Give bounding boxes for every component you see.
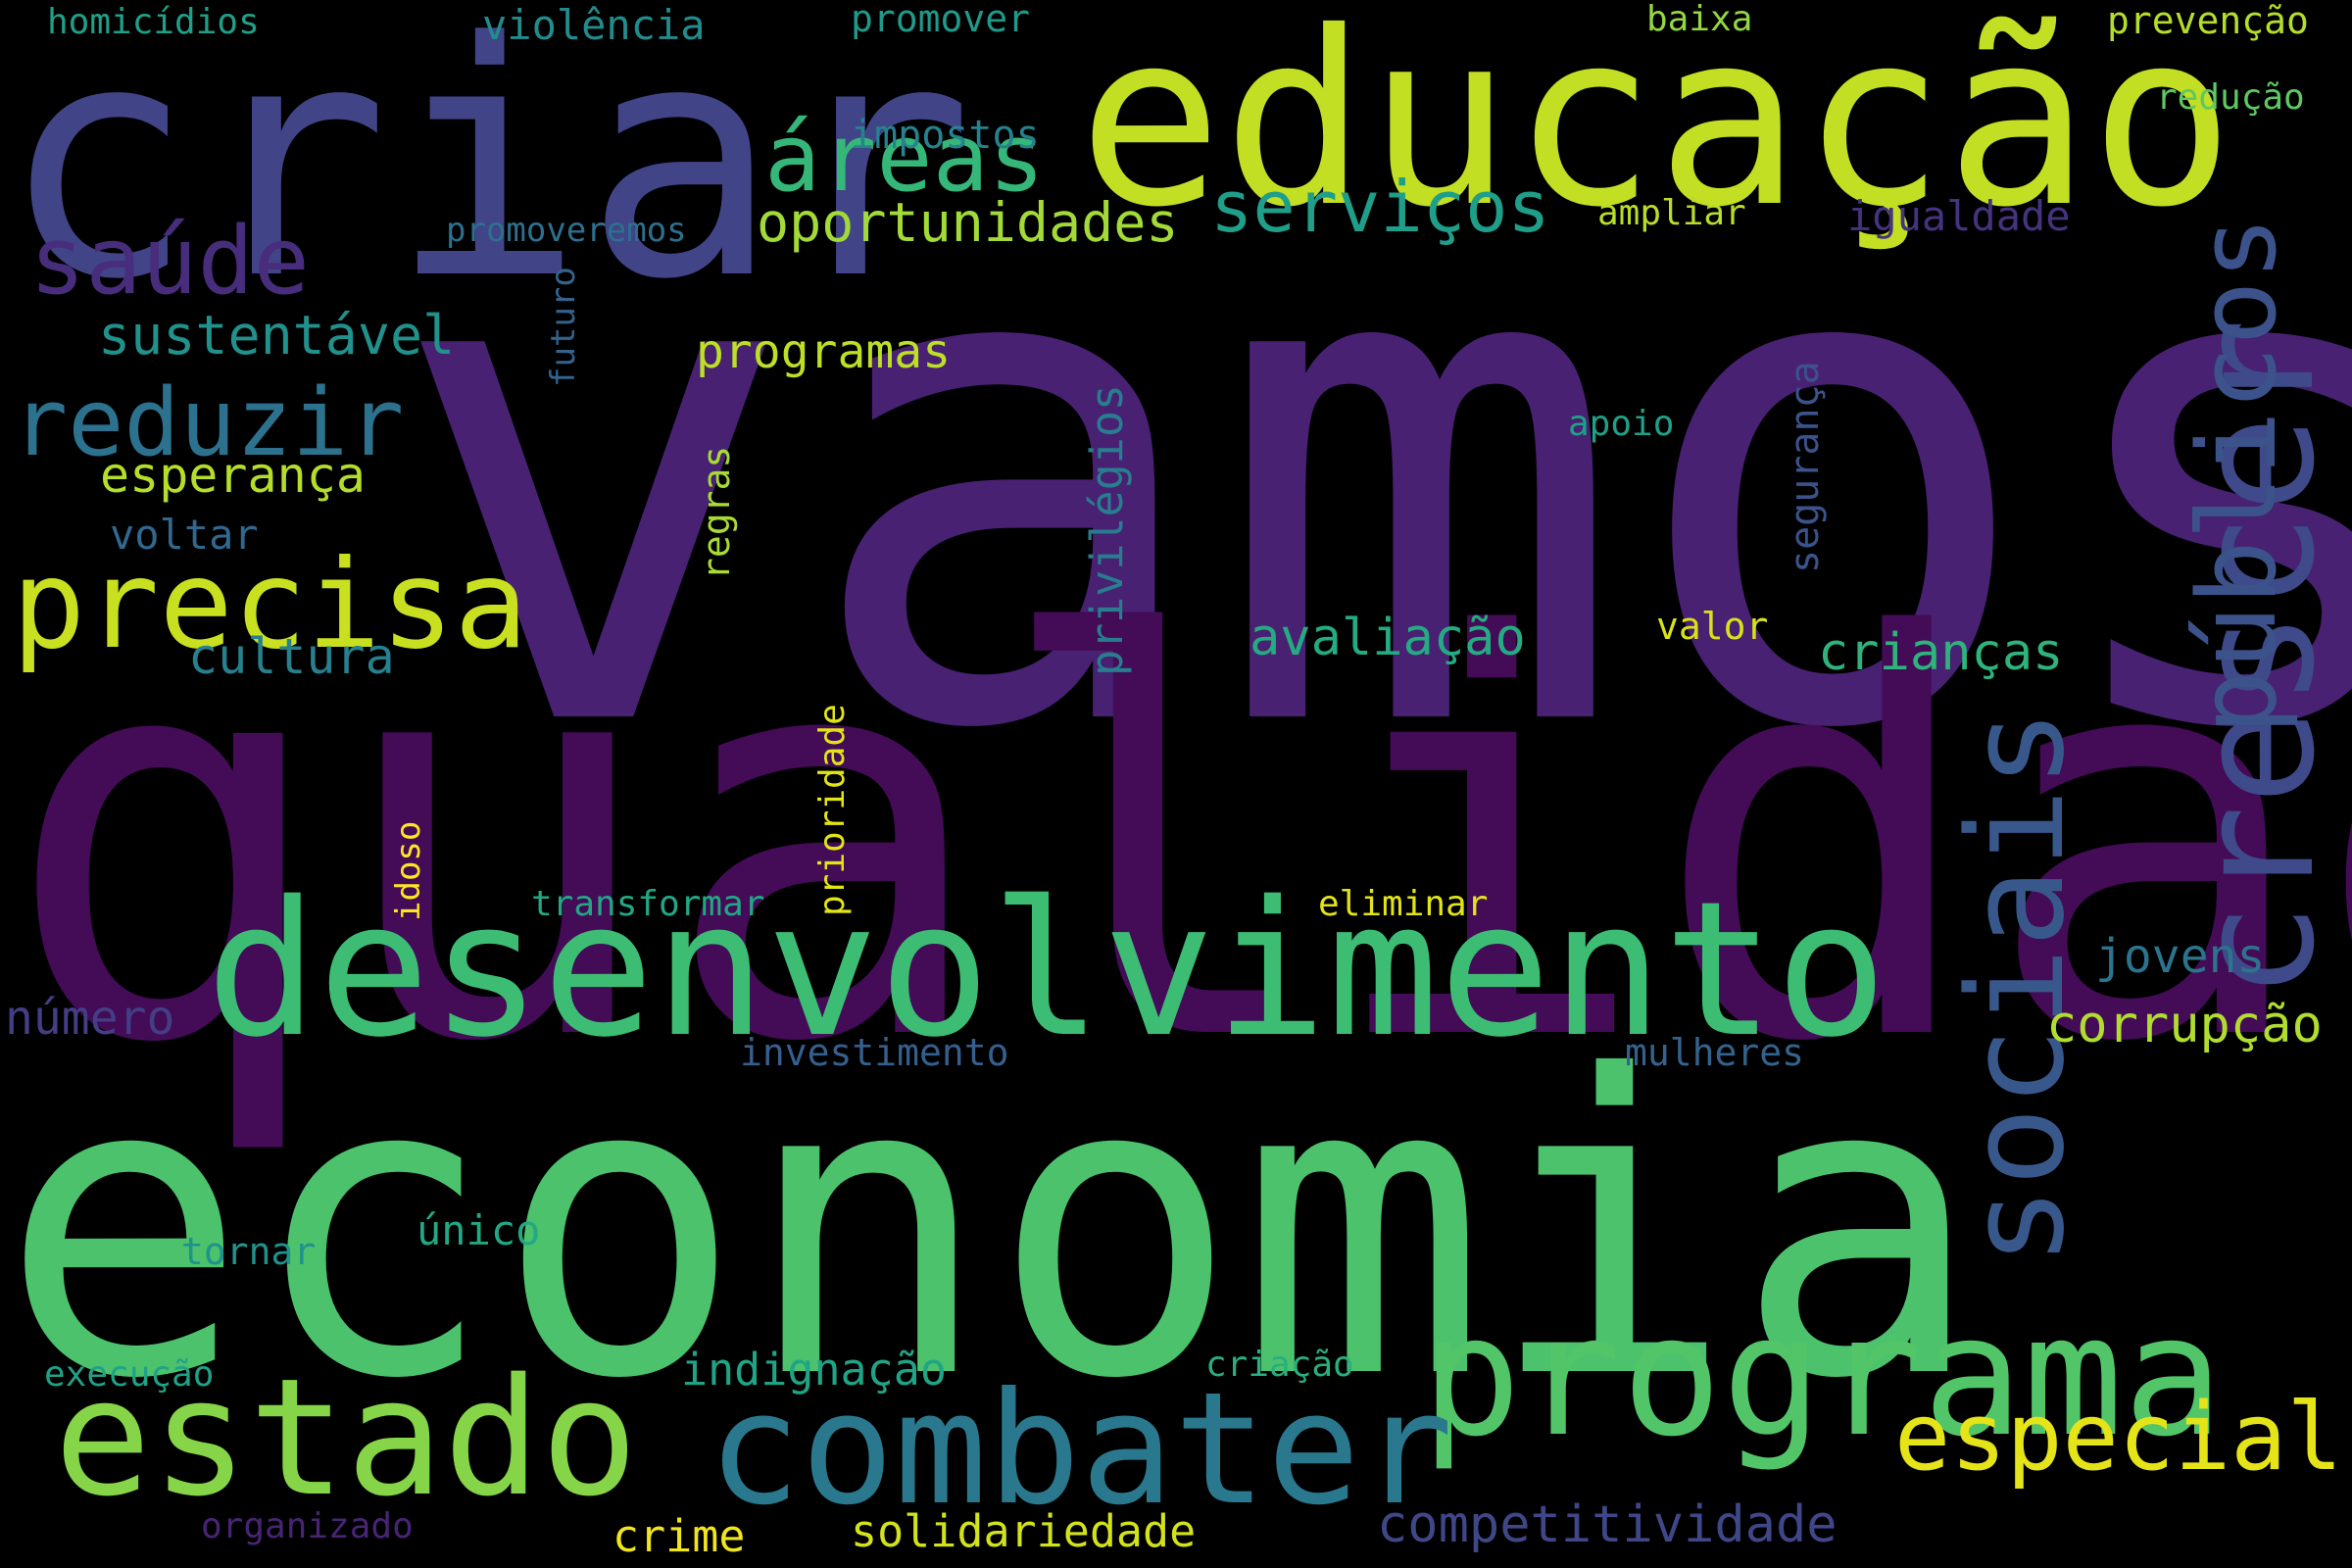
- word-corrupcao: corrupção: [2046, 996, 2323, 1054]
- word-valor: valor: [1656, 605, 1769, 648]
- word-criacao: criação: [1205, 1345, 1354, 1385]
- word-oportunidades: oportunidades: [757, 191, 1179, 254]
- word-especial: especial: [1894, 1384, 2343, 1492]
- word-promover: promover: [851, 0, 1031, 40]
- word-avaliacao: avaliação: [1250, 609, 1526, 667]
- word-reduzir: reduzir: [12, 369, 405, 477]
- word-prevencao: prevenção: [2107, 0, 2309, 42]
- word-seguranca: segurança: [1783, 361, 1828, 573]
- word-promoveremos: promoveremos: [446, 211, 687, 250]
- word-criancas: crianças: [1818, 623, 2064, 682]
- word-qualidade: qualidade: [0, 523, 2352, 1162]
- word-tornar: tornar: [181, 1230, 317, 1273]
- word-impostos: impostos: [851, 113, 1040, 158]
- word-estado: estado: [54, 1344, 639, 1532]
- word-apoio: apoio: [1568, 404, 1675, 444]
- word-educacao: educação: [1078, 0, 2235, 260]
- word-investimento: investimento: [740, 1031, 1009, 1074]
- word-precisa: precisa: [12, 534, 528, 676]
- word-voltar: voltar: [110, 511, 259, 559]
- word-futuro: futuro: [544, 267, 583, 387]
- word-violencia: violência: [482, 1, 706, 49]
- word-programas: programas: [696, 324, 952, 379]
- word-esperanca: esperança: [100, 447, 366, 504]
- word-jovens: jovens: [2095, 929, 2266, 984]
- word-areas: áreas: [764, 105, 1045, 213]
- word-prioridade: prioridade: [812, 704, 853, 916]
- word-ampliar: ampliar: [1597, 193, 1746, 233]
- word-sustentavel: sustentável: [98, 304, 456, 367]
- word-execucao: execução: [44, 1354, 215, 1395]
- word-competitividade: competitividade: [1377, 1495, 1838, 1554]
- word-vamos: vamos: [387, 80, 2352, 879]
- word-igualdade: igualdade: [1847, 192, 2071, 240]
- word-criar: criar: [0, 0, 974, 350]
- word-publicos: públicos: [2175, 216, 2300, 735]
- word-homicidios: homicídios: [47, 2, 260, 42]
- word-crime: crime: [612, 1510, 746, 1562]
- word-solidariedade: solidariedade: [851, 1505, 1197, 1557]
- word-programa: programa: [1421, 1280, 2224, 1474]
- word-economia: economia: [0, 990, 1983, 1469]
- word-unico: único: [416, 1206, 541, 1254]
- word-combater: combater: [708, 1359, 1453, 1540]
- word-desenvolvimento: desenvolvimento: [206, 861, 1887, 1078]
- word-organizado: organizado: [201, 1506, 414, 1546]
- word-transformar: transformar: [531, 884, 765, 924]
- word-saude: saúde: [29, 208, 310, 316]
- word-reducao: redução: [2156, 77, 2305, 118]
- word-regras: regras: [695, 445, 738, 580]
- word-cultura: cultura: [188, 628, 395, 685]
- word-eliminar: eliminar: [1318, 884, 1489, 924]
- word-mulheres: mulheres: [1625, 1031, 1805, 1074]
- word-numero: número: [5, 991, 175, 1046]
- word-privilegios: privilégios: [1081, 383, 1133, 676]
- word-servicos: serviços: [1210, 166, 1550, 248]
- word-sociais: sociais: [1939, 709, 2093, 1266]
- word-idoso: idoso: [389, 820, 428, 921]
- word-baixa: baixa: [1646, 0, 1753, 39]
- word-indignacao: indignação: [681, 1344, 947, 1396]
